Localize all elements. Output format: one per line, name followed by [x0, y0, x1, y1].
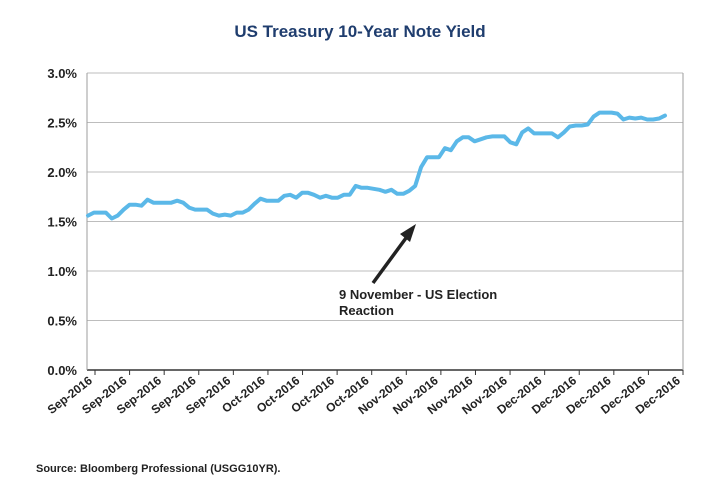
series-layer: [86, 110, 667, 221]
y-tick-label: 2.5%: [47, 116, 77, 131]
y-tick-label: 0.5%: [47, 314, 77, 329]
axes: 0.0%0.5%1.0%1.5%2.0%2.5%3.0%Sep-2016Sep-…: [45, 66, 684, 417]
annotation-text: 9 November - US Election: [339, 287, 497, 302]
annotation-arrow-shaft: [371, 236, 408, 285]
y-tick-label: 0.0%: [47, 363, 77, 378]
y-tick-label: 1.0%: [47, 264, 77, 279]
annotation-arrow-head: [400, 224, 416, 242]
y-tick-label: 3.0%: [47, 66, 77, 81]
y-tick-label: 1.5%: [47, 215, 77, 230]
series-line: [86, 110, 667, 221]
gridlines: [87, 72, 683, 371]
annotation-text: Reaction: [339, 303, 394, 318]
chart-title: US Treasury 10-Year Note Yield: [234, 22, 486, 41]
source-note: Source: Bloomberg Professional (USGG10YR…: [36, 463, 281, 475]
y-tick-label: 2.0%: [47, 165, 77, 180]
